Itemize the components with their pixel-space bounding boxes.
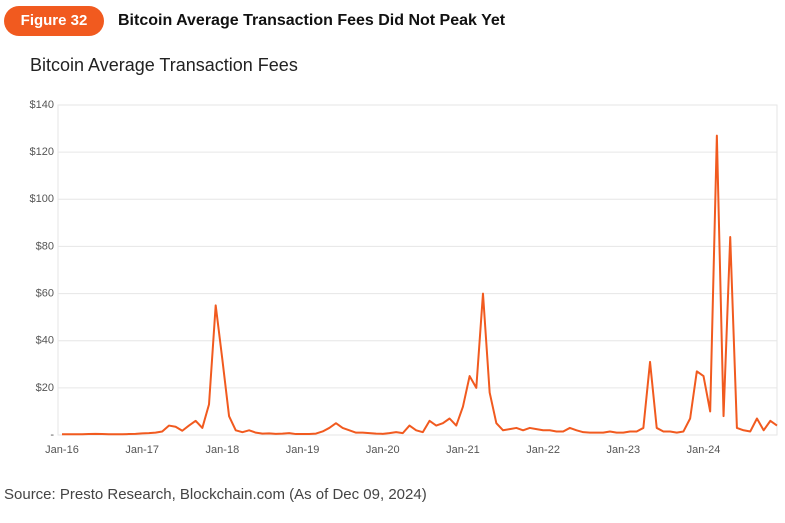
x-tick-label: Jan-17 — [125, 444, 159, 456]
x-tick-label: Jan-24 — [687, 444, 721, 456]
y-tick-label: $60 — [36, 287, 54, 299]
y-tick-label: $140 — [30, 99, 54, 111]
y-tick-label: - — [50, 429, 54, 441]
data-line — [62, 134, 778, 436]
figure-label: Figure 32 — [21, 12, 88, 29]
source-note: Source: Presto Research, Blockchain.com … — [4, 486, 427, 503]
figure-badge — [4, 6, 104, 36]
x-tick-label: Jan-18 — [206, 444, 240, 456]
y-tick-label: $20 — [36, 382, 54, 394]
x-tick-label: Jan-22 — [526, 444, 560, 456]
y-tick-label: $120 — [30, 146, 54, 158]
x-tick-label: Jan-16 — [45, 444, 79, 456]
x-tick-label: Jan-23 — [606, 444, 640, 456]
plot-frame — [57, 104, 778, 436]
chart-title: Bitcoin Average Transaction Fees — [30, 55, 298, 75]
x-tick-label: Jan-19 — [286, 444, 320, 456]
y-tick-label: $40 — [36, 335, 54, 347]
x-tick-label: Jan-20 — [366, 444, 400, 456]
heading: Bitcoin Average Transaction Fees Did Not… — [118, 12, 506, 29]
y-tick-label: $80 — [36, 240, 54, 252]
x-tick-label: Jan-21 — [446, 444, 480, 456]
y-tick-label: $100 — [30, 193, 54, 205]
